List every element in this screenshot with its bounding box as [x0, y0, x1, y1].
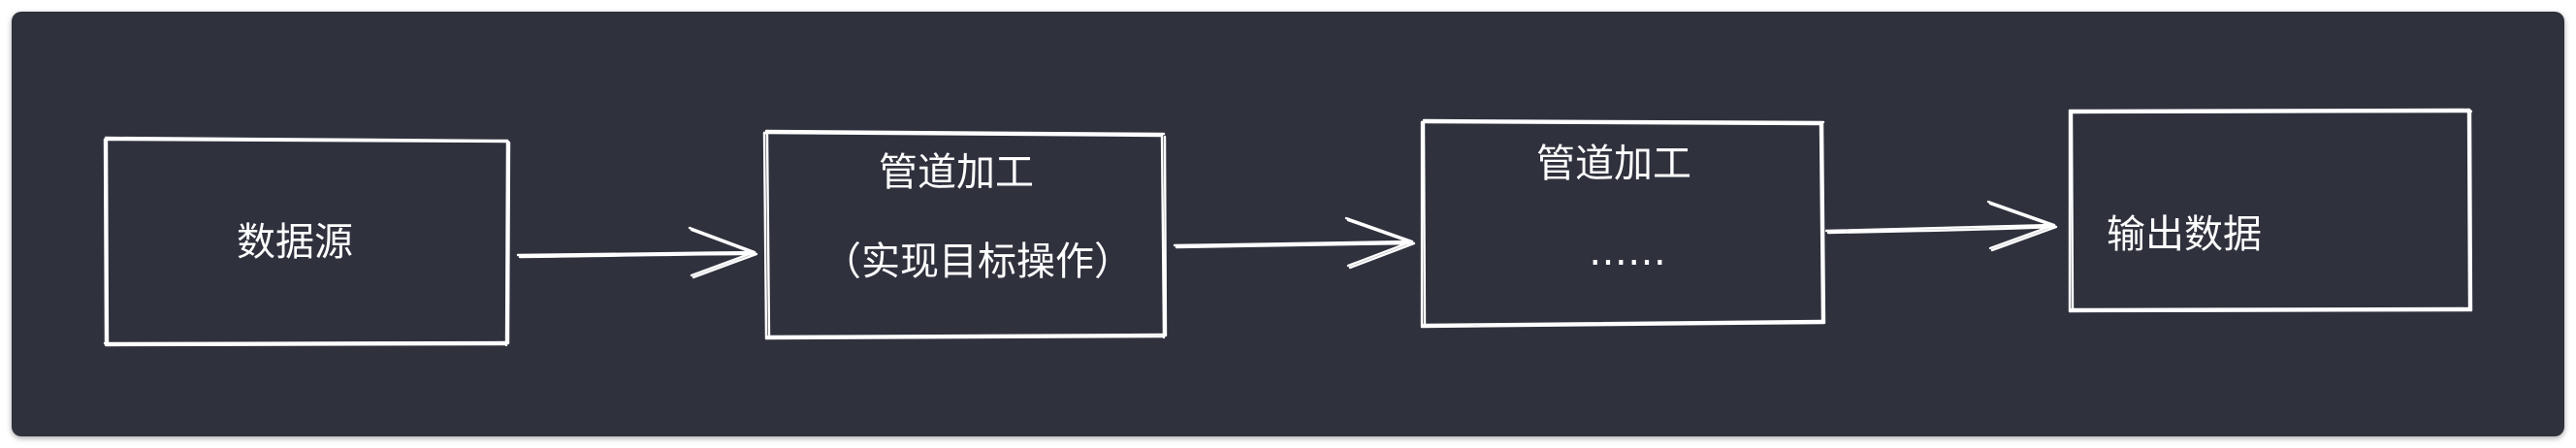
node-source-label: 数据源: [237, 220, 353, 265]
arrowhead: [1344, 216, 1416, 270]
edge-stage1-to-stage2: [1173, 216, 1416, 270]
edge-source-to-stage1: [516, 226, 758, 279]
node-stage1-subtitle: （实现目标操作）: [822, 240, 1133, 284]
node-stage1-box[interactable]: [762, 129, 1168, 340]
diagram-canvas: [12, 12, 2564, 436]
arrowhead: [1986, 200, 2058, 252]
node-source-box[interactable]: [103, 136, 511, 347]
arrowhead: [688, 226, 758, 279]
node-stage1-title: 管道加工: [879, 150, 1034, 195]
node-output-label: 输出数据: [2107, 212, 2262, 257]
node-stage2-box[interactable]: [1420, 118, 1826, 329]
edge-stage2-to-output: [1824, 200, 2058, 252]
node-stage2-ellipsis: ……: [1589, 230, 1666, 274]
node-output-box[interactable]: [2068, 108, 2473, 313]
node-stage2-title: 管道加工: [1536, 142, 1691, 186]
